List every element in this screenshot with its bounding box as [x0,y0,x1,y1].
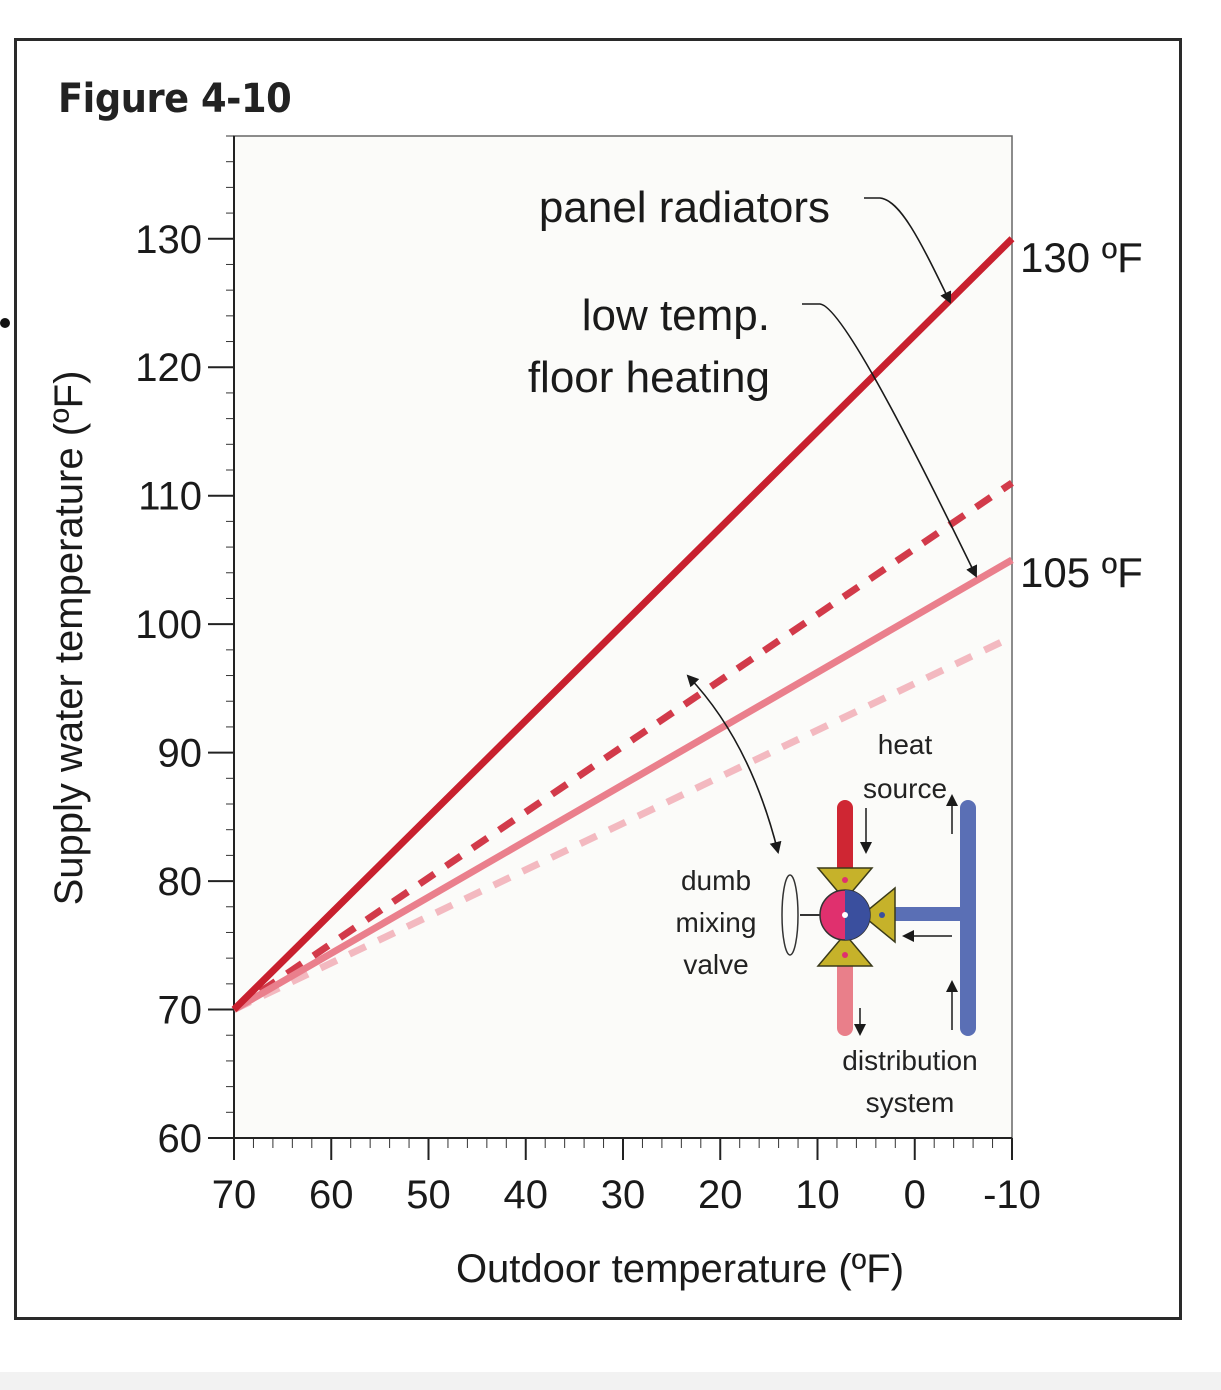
panel-radiators-label: panel radiators [539,183,830,232]
x-tick-label: 70 [212,1173,257,1217]
valve-dial-blue [845,890,870,940]
adjustment-arrow [686,674,782,854]
y-tick-label: 80 [158,860,203,904]
panel-radiators-leader [864,197,952,304]
x-tick-label: 10 [795,1173,840,1217]
heat-source-line1: heat [878,729,933,760]
mixing-valve-inset: heat source dumb mixing valve distributi… [676,729,978,1118]
x-tick-label: 20 [698,1173,743,1217]
heat-source-line2: source [863,773,947,804]
y-tick-label: 130 [135,218,202,262]
y-tick-label: 70 [158,989,203,1033]
mix-dot [842,952,848,958]
end-label-130: 130 ºF [1020,234,1143,281]
return-dot [879,912,885,918]
valve-bottom-port [816,932,874,967]
series-line-2 [232,479,1014,1013]
floor-heating-label-line2: floor heating [528,353,770,402]
floor-heating-label-line1: low temp. [582,291,770,340]
valve-rotation-arrow [781,874,799,956]
series-line-1 [231,236,1015,1013]
valve-label-line2: mixing [676,907,757,938]
distribution-line1: distribution [842,1045,977,1076]
end-label-105: 105 ºF [1020,549,1143,596]
x-tick-label: -10 [983,1173,1041,1217]
valve-dial-center [842,912,848,918]
x-tick-label: 60 [309,1173,354,1217]
y-tick-label: 90 [158,732,203,776]
series-line-4 [232,633,1014,1013]
valve-label-line1: dumb [681,865,751,896]
valve-top-port [816,867,874,902]
bottom-band [0,1372,1221,1390]
distribution-line2: system [866,1087,955,1118]
y-tick-label: 120 [135,346,202,390]
x-tick-label: 30 [601,1173,646,1217]
valve-label-line3: valve [683,949,748,980]
x-tick-label: 50 [406,1173,451,1217]
valve-side-port [860,886,896,944]
series-line-3 [232,556,1014,1013]
series-group [231,236,1015,1013]
figure-title: Figure 4-10 [58,76,292,122]
y-tick-label: 60 [158,1117,203,1161]
x-axis-title: Outdoor temperature (ºF) [456,1247,904,1291]
plot-area [233,135,1013,1139]
y-axis-title: Supply water temperature (ºF) [47,371,91,906]
y-tick-label: 110 [138,475,202,519]
y-tick-label: 100 [135,603,202,647]
floor-heating-leader [802,303,978,578]
bullet-dot [0,318,10,328]
x-tick-label: 0 [904,1173,926,1217]
hot-dot [842,877,848,883]
x-tick-label: 40 [504,1173,549,1217]
